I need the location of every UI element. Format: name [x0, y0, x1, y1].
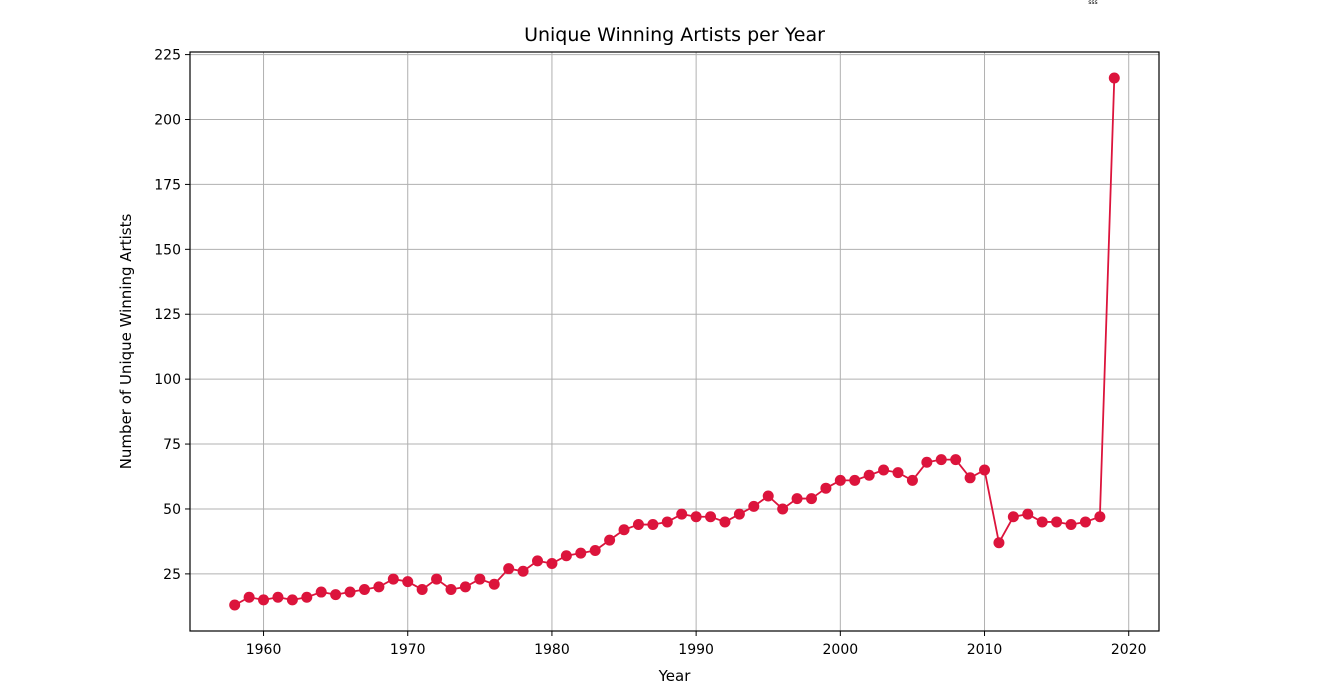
y-tick-label: 50: [163, 502, 181, 518]
x-tick-label: 1980: [534, 642, 570, 658]
data-point: [517, 565, 529, 577]
data-point: [863, 469, 875, 481]
y-tick-label: 175: [154, 177, 181, 193]
data-point: [632, 519, 644, 531]
data-point: [416, 583, 428, 595]
plot-frame: [189, 51, 1160, 632]
x-tick-label: 1970: [390, 642, 426, 658]
data-point: [1036, 516, 1048, 528]
data-point: [315, 586, 327, 598]
data-point: [560, 550, 572, 562]
data-point: [402, 576, 414, 588]
data-point: [1065, 519, 1077, 531]
data-point: [791, 493, 803, 505]
data-point: [777, 503, 789, 515]
corner-mark: sss: [1088, 0, 1097, 6]
series-unique-winning-artists: [229, 72, 1120, 611]
data-point: [906, 474, 918, 486]
data-point: [373, 581, 385, 593]
y-tick-label: 200: [154, 113, 181, 129]
data-point: [258, 594, 270, 606]
data-point: [459, 581, 471, 593]
y-tick-label: 125: [154, 307, 181, 323]
data-point: [849, 474, 861, 486]
data-point: [286, 594, 298, 606]
data-point: [733, 508, 745, 520]
series-line: [234, 77, 1116, 606]
data-point: [1079, 516, 1091, 528]
data-point: [272, 591, 284, 603]
data-point: [705, 511, 717, 523]
x-tick-label: 1960: [246, 642, 282, 658]
data-point: [1051, 516, 1063, 528]
data-point: [358, 583, 370, 595]
data-point: [546, 557, 558, 569]
data-point: [719, 516, 731, 528]
data-point: [474, 573, 486, 585]
data-point: [935, 454, 947, 466]
data-point: [921, 456, 933, 468]
y-axis-label: Number of Unique Winning Artists: [117, 214, 135, 470]
data-point: [979, 464, 991, 476]
x-axis-label: Year: [658, 667, 692, 682]
data-point: [1108, 72, 1120, 84]
data-point: [878, 464, 890, 476]
data-point: [301, 591, 313, 603]
data-point: [647, 519, 659, 531]
data-point: [1022, 508, 1034, 520]
x-tick-label: 2000: [823, 642, 859, 658]
data-point: [950, 454, 962, 466]
data-point: [1007, 511, 1019, 523]
data-point: [1094, 511, 1106, 523]
x-axis-ticks: 1960 1970 1980 1990 2000 2010 2020: [246, 631, 1147, 658]
data-point: [344, 586, 356, 598]
data-point: [589, 545, 601, 557]
y-tick-label: 150: [154, 242, 181, 258]
data-point: [964, 472, 976, 484]
data-point: [387, 573, 399, 585]
data-point: [229, 599, 241, 611]
x-tick-label: 2020: [1111, 642, 1147, 658]
data-point: [330, 589, 342, 601]
data-point: [690, 511, 702, 523]
y-tick-label: 75: [163, 437, 181, 453]
x-tick-label: 1990: [678, 642, 714, 658]
grid: [190, 52, 1159, 631]
data-point: [575, 547, 587, 559]
data-point: [445, 583, 457, 595]
data-point: [762, 490, 774, 502]
data-point: [604, 534, 616, 546]
data-point: [892, 467, 904, 479]
data-point: [661, 516, 673, 528]
data-point: [834, 474, 846, 486]
x-tick-label: 2010: [967, 642, 1003, 658]
data-point: [820, 482, 832, 494]
data-point: [503, 563, 515, 575]
data-point: [431, 573, 443, 585]
data-point: [488, 578, 500, 590]
chart-title: Unique Winning Artists per Year: [524, 24, 825, 46]
data-point: [532, 555, 544, 567]
y-tick-label: 225: [154, 48, 181, 64]
data-point: [243, 591, 255, 603]
data-point: [618, 524, 630, 536]
data-point: [993, 537, 1005, 549]
data-point: [805, 493, 817, 505]
data-point: [676, 508, 688, 520]
data-point: [748, 500, 760, 512]
y-tick-label: 100: [154, 372, 181, 388]
y-tick-label: 25: [163, 567, 181, 583]
y-axis-ticks: 25 50 75 100 125 150 175 200 225: [154, 48, 190, 583]
